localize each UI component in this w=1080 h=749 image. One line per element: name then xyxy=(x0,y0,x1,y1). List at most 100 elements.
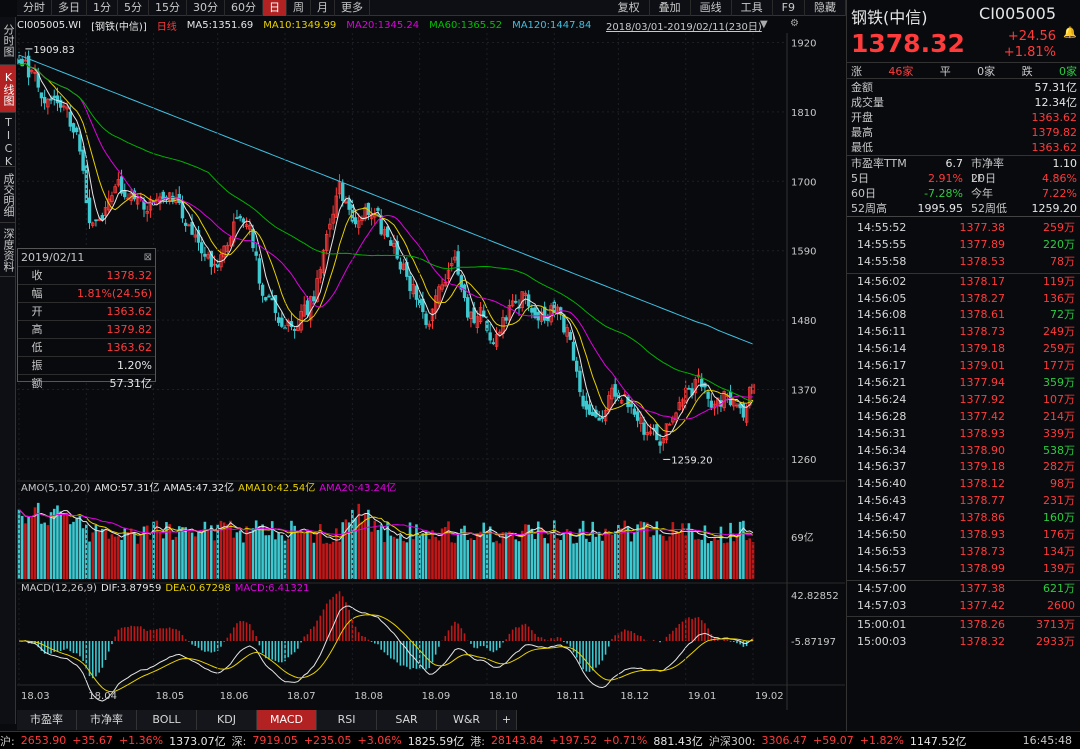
x-tick-label: 18.03 xyxy=(21,691,50,702)
period-tab[interactable]: 60分 xyxy=(225,0,263,16)
volume-bar xyxy=(238,530,242,579)
tick-price: 1378.73 xyxy=(959,325,1006,339)
quote-panel: 钢铁(中信) CI005005 🔔 1378.32 +24.56 +1.81% … xyxy=(846,0,1080,731)
dif-line xyxy=(18,605,754,702)
candle-body xyxy=(584,400,589,410)
ma20-label: MA20:1345.24 xyxy=(346,19,420,31)
volume-bar xyxy=(460,528,463,579)
close-icon[interactable]: ⊠ xyxy=(143,252,152,263)
candle-body xyxy=(475,316,480,329)
volume-bar xyxy=(242,542,245,579)
candle-body xyxy=(254,251,258,256)
period-tab[interactable]: 月 xyxy=(311,0,335,16)
volume-bar xyxy=(408,522,412,579)
volume-bar xyxy=(395,538,399,579)
candle-body xyxy=(235,217,239,220)
indicator-tab[interactable]: 市盈率 xyxy=(17,710,77,730)
indicator-tab[interactable]: BOLL xyxy=(137,710,197,730)
tick-price: 1378.86 xyxy=(959,511,1006,525)
candle-body xyxy=(450,263,454,267)
volume-bar xyxy=(700,539,704,579)
candle-body xyxy=(466,297,470,318)
val-label: 60日 xyxy=(851,187,876,200)
period-tab[interactable]: 日 xyxy=(263,0,287,16)
info-value: 1378.32 xyxy=(106,269,153,282)
bell-icon[interactable]: 🔔 xyxy=(1063,26,1077,39)
volume-bar xyxy=(68,524,72,579)
volume-bar xyxy=(658,534,662,579)
left-nav-item[interactable]: 分时图 xyxy=(0,17,16,65)
ma120-line xyxy=(18,54,754,345)
tool-button[interactable]: 隐藏 xyxy=(805,0,846,16)
settings-icon[interactable]: ⚙ xyxy=(790,18,799,29)
period-tab[interactable]: 30分 xyxy=(187,0,225,16)
x-tick-label: 18.12 xyxy=(620,691,649,702)
candle-body xyxy=(244,224,249,227)
indicator-tab[interactable]: SAR xyxy=(377,710,437,730)
tick-price: 1378.77 xyxy=(959,494,1006,508)
tool-button[interactable]: 工具 xyxy=(732,0,773,16)
tool-button[interactable]: 复权 xyxy=(609,0,650,16)
candle-body xyxy=(302,304,306,317)
volume-bar xyxy=(357,503,361,579)
valuation-row: 52周高 1995.95 52周低 1259.20 xyxy=(847,201,1080,216)
period-tab[interactable]: 5分 xyxy=(118,0,149,16)
candle-body xyxy=(507,304,512,321)
tool-button[interactable]: 叠加 xyxy=(650,0,691,16)
val-value: 6.7 xyxy=(945,157,964,170)
period-tab[interactable]: 多日 xyxy=(52,0,87,16)
tick-price: 1379.01 xyxy=(959,359,1006,373)
candle-body xyxy=(610,387,614,400)
volume-bar xyxy=(177,526,181,579)
candle-body xyxy=(212,263,217,266)
candle-body xyxy=(97,219,101,221)
volume-bar xyxy=(466,540,470,579)
date-range[interactable]: 2018/03/01-2019/02/11(230日) xyxy=(606,22,762,33)
volume-bar xyxy=(569,531,572,579)
period-tab[interactable]: 周 xyxy=(287,0,311,16)
volume-bar xyxy=(402,540,405,579)
info-row: 低 1363.62 xyxy=(18,338,155,356)
left-nav-item[interactable]: K线图 xyxy=(0,65,16,113)
candle-body xyxy=(376,207,380,211)
candle-body xyxy=(722,391,726,409)
period-tab[interactable]: 更多 xyxy=(335,0,370,16)
tool-button[interactable]: F9 xyxy=(773,0,805,16)
volume-bar xyxy=(645,522,649,579)
info-row: 额 57.31亿 xyxy=(18,374,155,392)
indicator-tab[interactable]: + xyxy=(497,710,517,730)
period-tab[interactable]: 1分 xyxy=(87,0,118,16)
indicator-tab[interactable]: W&R xyxy=(437,710,497,730)
volume-bar xyxy=(581,520,585,579)
indicator-tab[interactable]: 市净率 xyxy=(77,710,137,730)
tick-list[interactable]: 14:55:52 1377.38 259万 14:55:55 1377.89 220万 14… xyxy=(847,216,1080,651)
info-row: 振 1.20% xyxy=(18,356,155,374)
candle-body xyxy=(325,233,329,251)
range-dropdown-icon[interactable]: ▼ xyxy=(760,19,768,30)
candle-body xyxy=(530,308,534,313)
val-label: 市净率LF xyxy=(971,157,1004,185)
indicator-tab[interactable]: RSI xyxy=(317,710,377,730)
left-nav-item[interactable]: 成交明细 xyxy=(0,167,16,223)
candle-body xyxy=(427,323,431,327)
left-nav-item[interactable]: TICK xyxy=(0,113,16,168)
volume-bar xyxy=(360,521,364,579)
tick-volume: 2600 xyxy=(1047,598,1075,612)
candle-body xyxy=(639,417,643,425)
indicator-tab[interactable]: MACD xyxy=(257,710,317,730)
period-tab[interactable]: 分时 xyxy=(17,0,52,16)
volume-bar xyxy=(748,538,752,579)
volume-bar xyxy=(463,525,466,579)
tick-price: 1379.18 xyxy=(959,342,1006,356)
volume-bar xyxy=(347,522,351,579)
volume-bar xyxy=(719,526,723,579)
volume-bar xyxy=(530,528,534,579)
volume-bar xyxy=(33,507,37,579)
tool-button[interactable]: 画线 xyxy=(691,0,732,16)
y-tick-label: 1590 xyxy=(791,247,816,258)
indicator-tab[interactable]: KDJ xyxy=(197,710,257,730)
candle-body xyxy=(401,263,406,270)
left-nav-item[interactable]: 深度资料 xyxy=(0,223,16,277)
candle-body xyxy=(735,404,739,407)
period-tab[interactable]: 15分 xyxy=(149,0,187,16)
